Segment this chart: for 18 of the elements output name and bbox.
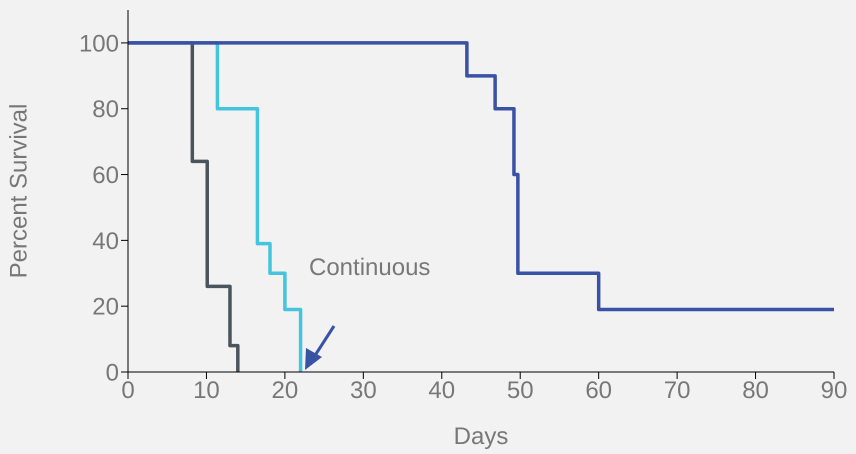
- x-tick-label: 70: [664, 377, 690, 404]
- y-tick-label: 20: [92, 294, 119, 321]
- y-tick-label: 40: [92, 228, 119, 255]
- annotation: Continuous: [309, 254, 430, 281]
- x-tick-label: 10: [193, 377, 220, 404]
- x-tick-label: 60: [585, 377, 612, 404]
- y-axis-title: Percent Survival: [6, 104, 33, 278]
- x-tick-label: 50: [506, 377, 534, 404]
- x-tick-label: 80: [742, 377, 769, 404]
- x-tick-label: 90: [820, 377, 848, 404]
- y-tick-label: 80: [92, 96, 119, 124]
- y-tick-label: 100: [78, 30, 119, 58]
- y-tick-label: 0: [106, 360, 119, 387]
- x-tick-label: 30: [350, 377, 377, 404]
- y-tick-label: 60: [92, 162, 119, 190]
- x-tick-label: 20: [272, 377, 298, 404]
- x-axis-title: Days: [454, 423, 508, 450]
- x-tick-label: 40: [428, 377, 456, 404]
